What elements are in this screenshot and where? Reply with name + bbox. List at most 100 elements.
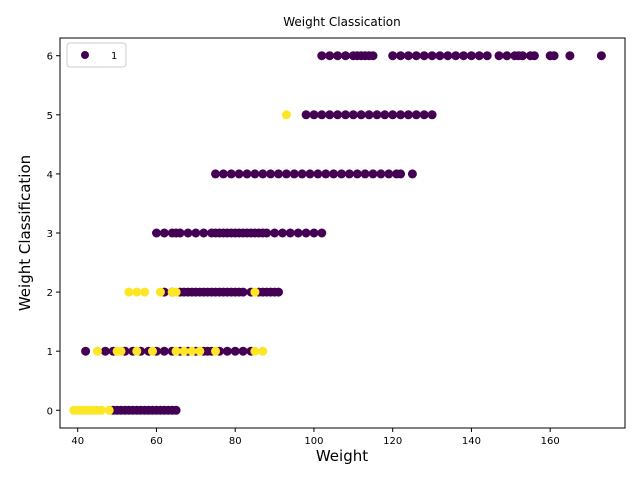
data-point bbox=[187, 346, 197, 356]
data-point bbox=[549, 51, 559, 61]
data-point bbox=[116, 346, 126, 356]
data-point bbox=[356, 110, 366, 120]
data-point bbox=[388, 110, 398, 120]
data-point bbox=[171, 346, 181, 356]
data-point bbox=[258, 169, 268, 179]
data-point bbox=[262, 228, 272, 238]
y-axis: 0 1 2 3 4 5 6 bbox=[47, 52, 60, 417]
data-point bbox=[222, 346, 232, 356]
data-point bbox=[396, 169, 406, 179]
data-point bbox=[435, 51, 445, 61]
data-point bbox=[270, 228, 280, 238]
data-point bbox=[482, 51, 492, 61]
y-tick-label: 2 bbox=[47, 288, 53, 299]
data-point bbox=[285, 228, 295, 238]
data-point bbox=[368, 169, 378, 179]
data-point bbox=[352, 169, 362, 179]
y-tick-label: 5 bbox=[47, 111, 53, 122]
data-point bbox=[183, 228, 193, 238]
data-point bbox=[250, 346, 260, 356]
data-point bbox=[396, 51, 406, 61]
data-point bbox=[258, 346, 268, 356]
data-point bbox=[325, 51, 335, 61]
x-tick-label: 120 bbox=[383, 436, 402, 447]
data-point bbox=[317, 228, 327, 238]
data-point bbox=[191, 228, 201, 238]
x-tick-label: 80 bbox=[229, 436, 242, 447]
data-point bbox=[396, 110, 406, 120]
data-point bbox=[92, 346, 102, 356]
data-point bbox=[81, 346, 91, 356]
data-point bbox=[427, 51, 437, 61]
legend-marker bbox=[81, 51, 89, 59]
data-point bbox=[341, 51, 350, 61]
data-point bbox=[132, 346, 142, 356]
data-point bbox=[451, 51, 461, 61]
data-point bbox=[242, 169, 252, 179]
data-point bbox=[281, 169, 291, 179]
data-point bbox=[289, 169, 299, 179]
data-point bbox=[301, 110, 311, 120]
data-point bbox=[364, 110, 374, 120]
data-point bbox=[159, 346, 169, 356]
data-point bbox=[309, 228, 319, 238]
data-point bbox=[565, 51, 575, 61]
x-tick-label: 100 bbox=[304, 436, 323, 447]
data-point bbox=[230, 346, 240, 356]
data-point bbox=[518, 51, 528, 61]
data-point bbox=[388, 51, 398, 61]
x-tick-label: 140 bbox=[462, 436, 481, 447]
data-point bbox=[250, 287, 260, 297]
data-point bbox=[466, 51, 476, 61]
data-point bbox=[96, 405, 106, 415]
data-point bbox=[419, 110, 429, 120]
data-point bbox=[376, 169, 386, 179]
data-point bbox=[250, 169, 260, 179]
y-tick-label: 6 bbox=[47, 52, 53, 63]
legend-box bbox=[66, 42, 127, 68]
data-point bbox=[148, 346, 157, 356]
data-point bbox=[124, 287, 134, 297]
data-point bbox=[301, 228, 311, 238]
data-point bbox=[411, 51, 421, 61]
data-point bbox=[380, 110, 390, 120]
x-axis-label: Weight bbox=[316, 447, 368, 465]
data-point bbox=[234, 169, 244, 179]
data-point bbox=[474, 51, 484, 61]
data-point bbox=[443, 51, 453, 61]
data-point bbox=[179, 346, 189, 356]
data-point bbox=[132, 287, 142, 297]
data-point bbox=[348, 110, 358, 120]
y-axis-label: Weight Classification bbox=[16, 155, 34, 311]
data-point bbox=[329, 169, 339, 179]
data-point bbox=[199, 228, 209, 238]
data-point bbox=[171, 405, 181, 415]
data-point bbox=[333, 51, 343, 61]
data-point bbox=[333, 110, 343, 120]
y-tick-label: 1 bbox=[47, 347, 53, 358]
data-point bbox=[419, 51, 429, 61]
data-point bbox=[529, 51, 539, 61]
data-point bbox=[281, 110, 291, 120]
data-point bbox=[305, 169, 315, 179]
x-tick-label: 40 bbox=[71, 436, 84, 447]
data-point bbox=[384, 169, 394, 179]
data-point bbox=[368, 51, 378, 61]
data-point bbox=[337, 169, 346, 179]
data-point bbox=[175, 228, 185, 238]
data-point bbox=[459, 51, 469, 61]
data-point bbox=[274, 287, 283, 297]
data-point bbox=[502, 51, 512, 61]
data-point bbox=[278, 228, 287, 238]
legend: 1 bbox=[66, 42, 127, 68]
data-point bbox=[313, 169, 323, 179]
data-point bbox=[218, 169, 228, 179]
data-point bbox=[372, 110, 382, 120]
data-point bbox=[297, 169, 307, 179]
data-point bbox=[411, 110, 421, 120]
data-point bbox=[360, 169, 370, 179]
data-point bbox=[427, 110, 437, 120]
plot-frame bbox=[59, 37, 626, 429]
data-point bbox=[159, 228, 169, 238]
